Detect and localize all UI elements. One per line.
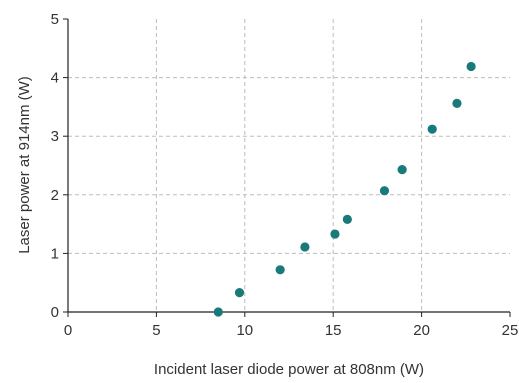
grid [68,19,510,312]
data-point [397,165,407,175]
y-tick-label: 0 [51,304,59,321]
x-tick-label: 15 [325,322,342,339]
data-point [213,307,223,317]
data-point [427,124,437,134]
data-point [330,229,340,239]
y-tick-label: 1 [51,245,59,262]
axes [63,18,511,317]
y-tick-label: 3 [51,128,59,145]
y-tick-label: 2 [51,187,59,204]
data-point [275,265,285,275]
data-point [452,98,462,108]
y-tick-label: 5 [51,11,59,28]
y-axis-title: Laser power at 914nm (W) [16,76,33,254]
tick-labels: 0 5 10 15 20 25 0 1 2 3 4 5 [51,11,519,339]
data-point [466,61,476,72]
x-tick-label: 5 [152,322,160,339]
data-point [300,242,310,252]
data-points [213,61,476,317]
data-point [234,288,245,298]
x-tick-label: 20 [413,322,430,339]
x-tick-label: 25 [502,322,519,339]
x-tick-label: 10 [236,322,253,339]
data-point [379,186,390,196]
data-point [342,214,352,225]
x-axis-title: Incident laser diode power at 808nm (W) [154,361,424,378]
y-tick-label: 4 [51,70,59,87]
x-tick-label: 0 [64,322,72,339]
